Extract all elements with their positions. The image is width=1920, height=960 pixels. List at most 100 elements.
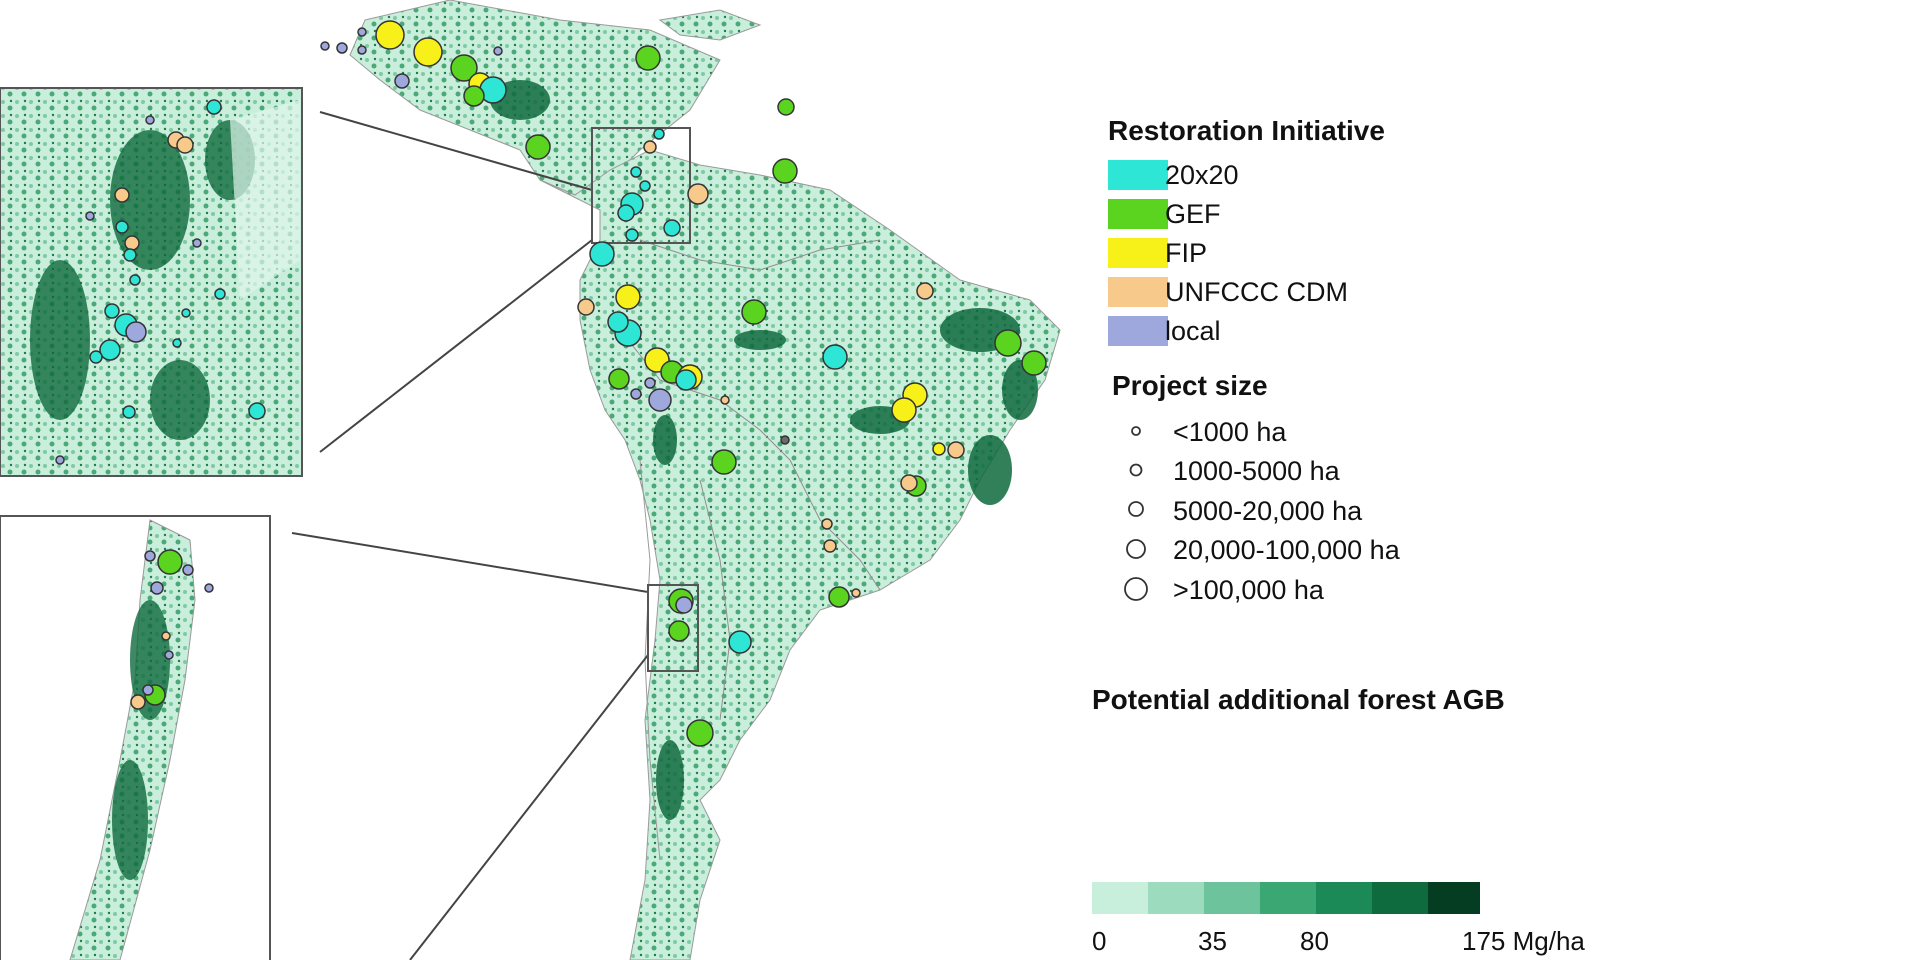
project-point bbox=[643, 140, 657, 154]
project-point bbox=[161, 631, 171, 641]
project-point bbox=[206, 99, 222, 115]
project-point bbox=[828, 586, 850, 608]
project-point bbox=[720, 395, 730, 405]
project-point bbox=[687, 183, 709, 205]
label-local: local bbox=[1165, 316, 1221, 346]
agb-ramp-step bbox=[1260, 882, 1316, 914]
south-america-landmass bbox=[349, 0, 1061, 960]
project-point bbox=[625, 228, 639, 242]
project-point bbox=[413, 37, 443, 67]
project-point bbox=[394, 73, 410, 89]
project-point bbox=[780, 435, 790, 445]
project-point bbox=[1021, 350, 1047, 376]
project-point bbox=[589, 241, 615, 267]
size-circle bbox=[1126, 539, 1146, 559]
agb-ramp-step bbox=[1204, 882, 1260, 914]
project-point bbox=[644, 377, 656, 389]
project-point bbox=[711, 449, 737, 475]
swatch-20x20 bbox=[1108, 160, 1168, 190]
project-point bbox=[686, 719, 714, 747]
label-gef: GEF bbox=[1165, 199, 1221, 229]
project-point bbox=[176, 136, 194, 154]
project-point bbox=[144, 550, 156, 562]
size-circle bbox=[1128, 501, 1144, 517]
project-point bbox=[823, 539, 837, 553]
swatch-local bbox=[1108, 316, 1168, 346]
project-point bbox=[150, 581, 164, 595]
project-point bbox=[99, 339, 121, 361]
size-label-3: 5000-20,000 ha bbox=[1173, 496, 1363, 526]
size-circle bbox=[1129, 463, 1143, 477]
project-point bbox=[164, 650, 174, 660]
project-point bbox=[463, 85, 485, 107]
size-circle bbox=[1131, 426, 1141, 436]
project-point bbox=[320, 41, 330, 51]
project-point bbox=[122, 405, 136, 419]
project-point bbox=[617, 204, 635, 222]
agb-ramp-step bbox=[1428, 882, 1480, 914]
project-point bbox=[577, 298, 595, 316]
project-point bbox=[947, 441, 965, 459]
project-point bbox=[630, 166, 642, 178]
project-point bbox=[891, 397, 917, 423]
agb-ramp-step bbox=[1148, 882, 1204, 914]
inset-box-colombia bbox=[591, 127, 691, 244]
agb-tick-80: 80 bbox=[1300, 926, 1329, 956]
project-point bbox=[104, 303, 120, 319]
swatch-unfccc-cdm bbox=[1108, 277, 1168, 307]
project-point bbox=[130, 694, 146, 710]
project-point bbox=[525, 134, 551, 160]
project-point bbox=[157, 549, 183, 575]
agb-ramp-step bbox=[1316, 882, 1372, 914]
agb-ramp-step bbox=[1372, 882, 1428, 914]
project-point bbox=[728, 630, 752, 654]
project-point bbox=[639, 180, 651, 192]
agb-tick-0: 0 bbox=[1092, 926, 1107, 956]
swatch-fip bbox=[1108, 238, 1168, 268]
project-point bbox=[607, 311, 629, 333]
agb-tick-175: 175 Mg/ha bbox=[1462, 926, 1585, 956]
project-point bbox=[248, 402, 266, 420]
project-point bbox=[375, 20, 405, 50]
project-point bbox=[115, 220, 129, 234]
project-point bbox=[772, 158, 798, 184]
project-point bbox=[192, 238, 202, 248]
project-point bbox=[675, 369, 697, 391]
project-point bbox=[214, 288, 226, 300]
size-label-4: 20,000-100,000 ha bbox=[1173, 535, 1400, 565]
project-point bbox=[851, 588, 861, 598]
project-point bbox=[822, 344, 848, 370]
project-point bbox=[172, 338, 182, 348]
project-point bbox=[114, 187, 130, 203]
project-point bbox=[357, 27, 367, 37]
label-unfccc-cdm: UNFCCC CDM bbox=[1165, 277, 1348, 307]
project-point bbox=[85, 211, 95, 221]
agb-legend-title: Potential additional forest AGB bbox=[1092, 684, 1505, 715]
inset-colombia bbox=[0, 87, 303, 477]
size-legend-title: Project size bbox=[1112, 370, 1268, 401]
project-point bbox=[89, 350, 103, 364]
size-label-5: >100,000 ha bbox=[1173, 575, 1324, 605]
project-point bbox=[741, 299, 767, 325]
size-label-1: <1000 ha bbox=[1173, 417, 1287, 447]
project-point bbox=[145, 115, 155, 125]
project-point bbox=[608, 368, 630, 390]
project-point bbox=[648, 388, 672, 412]
project-point bbox=[675, 596, 693, 614]
project-point bbox=[204, 583, 214, 593]
project-point bbox=[994, 329, 1022, 357]
project-point bbox=[615, 284, 641, 310]
project-point bbox=[142, 684, 154, 696]
project-point bbox=[916, 282, 934, 300]
agb-tick-35: 35 bbox=[1198, 926, 1227, 956]
inset-box-chile bbox=[647, 584, 699, 672]
size-legend-circles bbox=[1124, 426, 1148, 601]
project-point bbox=[663, 219, 681, 237]
label-fip: FIP bbox=[1165, 238, 1208, 268]
size-circle bbox=[1124, 577, 1148, 601]
project-point bbox=[630, 388, 642, 400]
project-point bbox=[357, 45, 367, 55]
project-points bbox=[55, 20, 1047, 747]
agb-ramp-step bbox=[1092, 882, 1148, 914]
project-point bbox=[821, 518, 833, 530]
